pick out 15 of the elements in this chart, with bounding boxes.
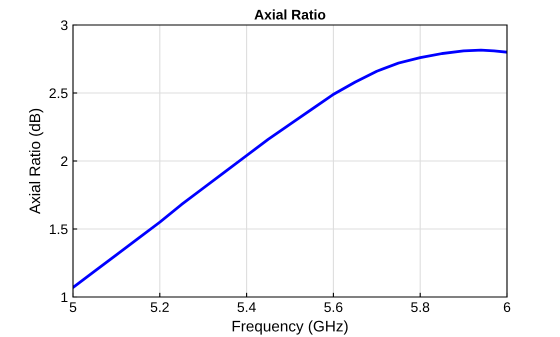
y-tick-label: 3 <box>60 20 68 30</box>
y-axis-title: Axial Ratio (dB) <box>29 108 44 214</box>
y-tick-label: 1 <box>61 292 68 302</box>
line-series <box>73 48 507 289</box>
x-tick-label: 5.2 <box>150 302 169 312</box>
x-tick-label: 5 <box>70 302 76 312</box>
y-tick-label: 2.5 <box>50 88 68 98</box>
x-tick-label: 6 <box>504 302 510 312</box>
y-tick-label: 1.5 <box>50 224 68 234</box>
x-tick-label: 5.4 <box>238 302 256 312</box>
chart-title: Axial Ratio <box>254 9 326 20</box>
y-tick-label: 2 <box>61 156 68 166</box>
x-tick-label: 5.6 <box>324 302 342 312</box>
x-axis-title: Frequency (GHz) <box>232 320 348 335</box>
x-tick-label: 5.8 <box>411 302 430 312</box>
